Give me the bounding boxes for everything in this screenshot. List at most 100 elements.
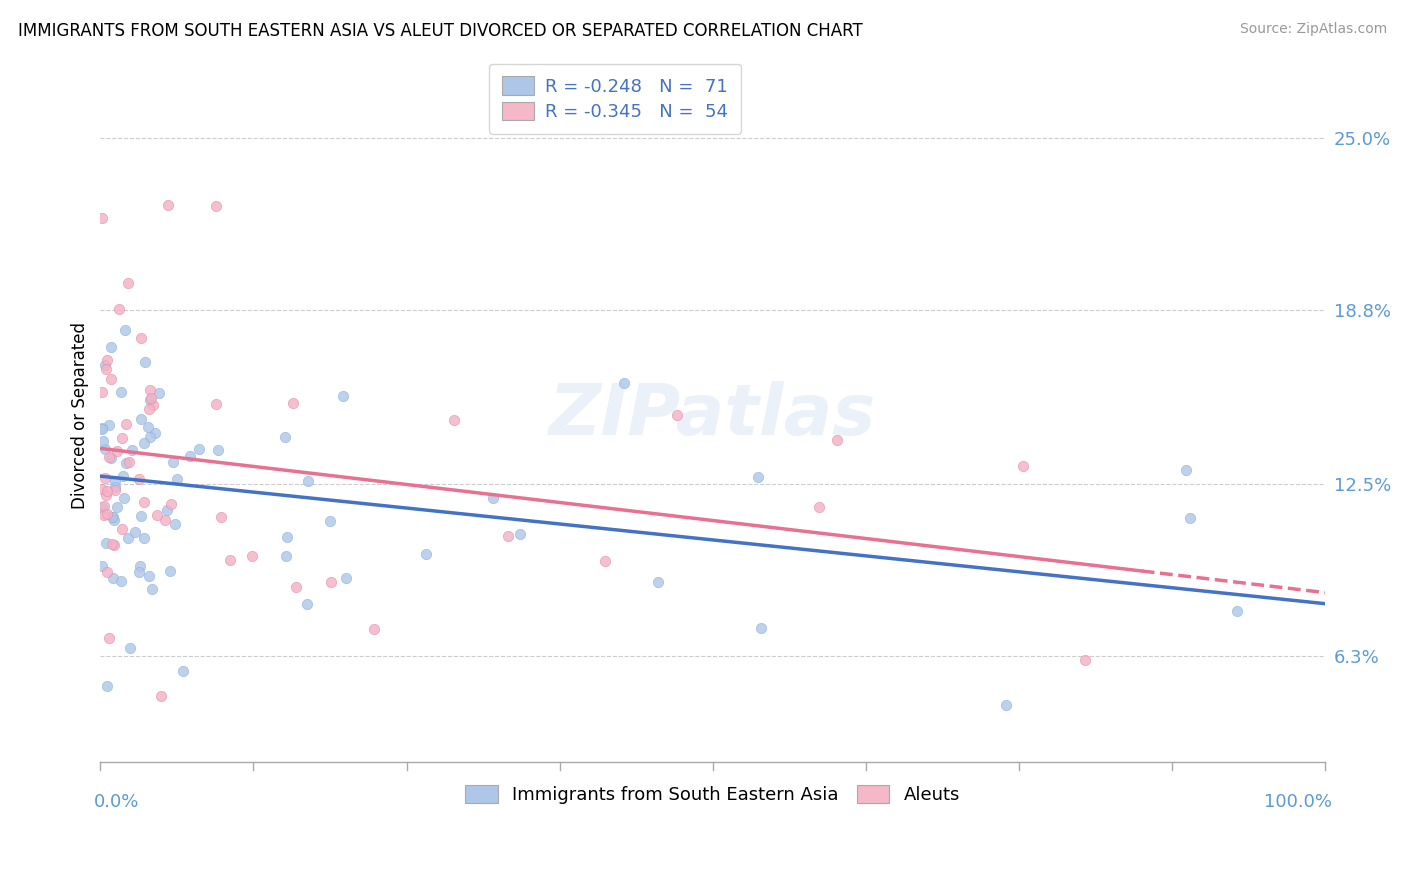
Point — [159, 564, 181, 578]
Point — [117, 276, 139, 290]
Point — [90, 211, 112, 225]
Point — [103, 474, 125, 488]
Point — [156, 503, 179, 517]
Point — [129, 559, 152, 574]
Point — [825, 433, 848, 447]
Point — [115, 417, 138, 432]
Point — [205, 199, 228, 213]
Point — [100, 341, 122, 355]
Point — [150, 689, 173, 703]
Point — [297, 474, 319, 488]
Point — [128, 565, 150, 579]
Point — [91, 434, 114, 449]
Point — [276, 530, 298, 544]
Point — [94, 358, 117, 372]
Legend: Immigrants from South Eastern Asia, Aleuts: Immigrants from South Eastern Asia, Aleu… — [454, 774, 972, 815]
Y-axis label: Divorced or Separated: Divorced or Separated — [72, 322, 89, 508]
Point — [96, 679, 118, 693]
Point — [101, 510, 124, 524]
Point — [100, 450, 122, 465]
Point — [319, 514, 342, 528]
Text: ZIPatlas: ZIPatlas — [550, 381, 876, 450]
Point — [94, 442, 117, 457]
Point — [1074, 653, 1097, 667]
Point — [496, 529, 519, 543]
Point — [110, 574, 132, 588]
Point — [994, 698, 1017, 712]
Point — [90, 422, 112, 436]
Point — [363, 622, 385, 636]
Point — [285, 580, 308, 594]
Point — [93, 471, 115, 485]
Point — [96, 483, 118, 498]
Point — [96, 353, 118, 368]
Point — [807, 500, 830, 514]
Point — [155, 513, 177, 527]
Point — [105, 443, 128, 458]
Point — [146, 508, 169, 523]
Point — [97, 450, 120, 464]
Point — [148, 385, 170, 400]
Point — [134, 494, 156, 508]
Point — [96, 565, 118, 579]
Point — [101, 509, 124, 524]
Point — [335, 571, 357, 585]
Point — [120, 640, 142, 655]
Point — [103, 513, 125, 527]
Point — [274, 429, 297, 443]
Point — [157, 198, 180, 212]
Point — [136, 420, 159, 434]
Point — [1178, 510, 1201, 524]
Point — [90, 482, 112, 496]
Point — [134, 531, 156, 545]
Point — [118, 455, 141, 469]
Point — [172, 664, 194, 678]
Point — [90, 500, 112, 514]
Point — [100, 537, 122, 551]
Text: 100.0%: 100.0% — [1264, 793, 1331, 811]
Point — [90, 420, 112, 434]
Point — [162, 455, 184, 469]
Point — [1226, 604, 1249, 618]
Point — [141, 582, 163, 597]
Point — [160, 497, 183, 511]
Point — [93, 508, 115, 522]
Text: Source: ZipAtlas.com: Source: ZipAtlas.com — [1240, 22, 1388, 37]
Point — [138, 393, 160, 408]
Point — [749, 621, 772, 635]
Point — [415, 547, 437, 561]
Point — [139, 391, 162, 405]
Point — [332, 389, 354, 403]
Point — [104, 483, 127, 497]
Point — [121, 443, 143, 458]
Point — [110, 384, 132, 399]
Point — [129, 331, 152, 345]
Point — [139, 383, 162, 397]
Point — [114, 323, 136, 337]
Point — [145, 425, 167, 440]
Point — [139, 430, 162, 444]
Point — [124, 524, 146, 539]
Point — [179, 449, 201, 463]
Point — [443, 413, 465, 427]
Point — [204, 397, 226, 411]
Point — [297, 597, 319, 611]
Point — [187, 442, 209, 456]
Point — [100, 372, 122, 386]
Point — [103, 538, 125, 552]
Point — [166, 472, 188, 486]
Point — [218, 553, 240, 567]
Point — [134, 355, 156, 369]
Point — [647, 574, 669, 589]
Point — [96, 508, 118, 522]
Point — [108, 301, 131, 316]
Point — [207, 443, 229, 458]
Point — [111, 522, 134, 536]
Point — [111, 431, 134, 445]
Point — [115, 456, 138, 470]
Point — [90, 384, 112, 399]
Point — [138, 568, 160, 582]
Point — [112, 491, 135, 506]
Point — [129, 509, 152, 524]
Point — [747, 470, 769, 484]
